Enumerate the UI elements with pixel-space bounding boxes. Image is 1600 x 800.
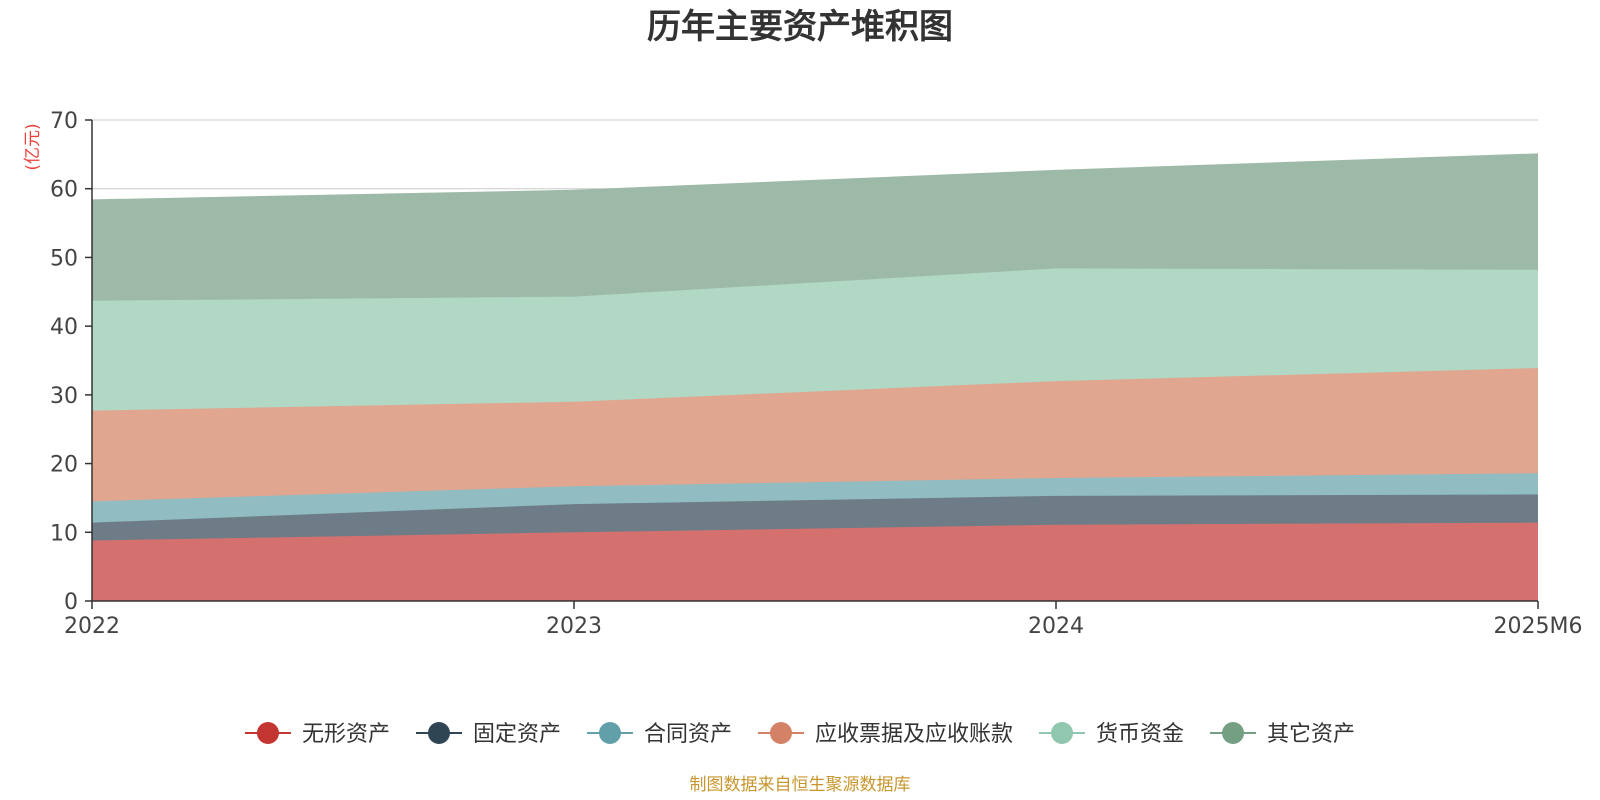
area-line-6 bbox=[91, 153, 1539, 202]
legend-item: 无形资产 bbox=[244, 722, 390, 747]
x-tick-label: 2023 bbox=[546, 614, 602, 639]
y-tick-label: 20 bbox=[50, 453, 78, 478]
legend-item: 合同资产 bbox=[586, 722, 732, 747]
legend-item: 其它资产 bbox=[1210, 722, 1355, 747]
legend-label: 无形资产 bbox=[302, 722, 390, 747]
x-tick-label: 2025M6 bbox=[1494, 614, 1583, 639]
legend-label: 应收票据及应收账款 bbox=[815, 722, 1013, 747]
legend-item: 应收票据及应收账款 bbox=[758, 722, 1013, 747]
legend-label: 合同资产 bbox=[644, 722, 732, 747]
area-4 bbox=[92, 368, 1538, 502]
legend-label: 货币资金 bbox=[1096, 722, 1184, 747]
legend-marker bbox=[427, 722, 450, 744]
area-1 bbox=[92, 522, 1538, 601]
legend-marker bbox=[256, 722, 279, 744]
area-2 bbox=[92, 494, 1538, 541]
area-series bbox=[91, 153, 1539, 601]
legend-label: 其它资产 bbox=[1267, 722, 1355, 747]
chart-title: 历年主要资产堆积图 bbox=[647, 7, 953, 47]
y-tick-labels: 0 10 20 30 40 50 60 70 bbox=[50, 109, 78, 615]
legend-item: 货币资金 bbox=[1039, 722, 1184, 747]
x-tick-label: 2024 bbox=[1028, 614, 1084, 639]
x-tick-label: 2022 bbox=[64, 614, 120, 639]
y-tick-label: 60 bbox=[50, 178, 78, 203]
legend-label: 固定资产 bbox=[473, 722, 561, 747]
y-tick-label: 0 bbox=[64, 590, 78, 615]
legend-marker bbox=[770, 722, 792, 744]
legend: 无形资产 固定资产 合同资产 应收票据及应收账款 货币资金 其它资产 bbox=[244, 722, 1355, 747]
y-tick-label: 10 bbox=[50, 521, 78, 546]
axes bbox=[85, 119, 1539, 609]
y-axis-unit: (亿元) bbox=[23, 123, 43, 170]
y-tick-label: 70 bbox=[50, 109, 78, 134]
y-tick-label: 50 bbox=[50, 246, 78, 271]
y-tick-label: 40 bbox=[50, 315, 78, 340]
legend-marker bbox=[598, 722, 621, 744]
x-tick-labels: 2022 2023 2024 2025M6 bbox=[64, 614, 1582, 639]
legend-item: 固定资产 bbox=[415, 722, 561, 747]
source-note: 制图数据来自恒生聚源数据库 bbox=[690, 775, 911, 795]
area-6 bbox=[92, 154, 1538, 301]
legend-marker bbox=[1051, 722, 1074, 744]
y-tick-label: 30 bbox=[50, 384, 78, 409]
area-3 bbox=[92, 473, 1538, 523]
legend-marker bbox=[1222, 722, 1245, 744]
area-5 bbox=[92, 268, 1538, 411]
